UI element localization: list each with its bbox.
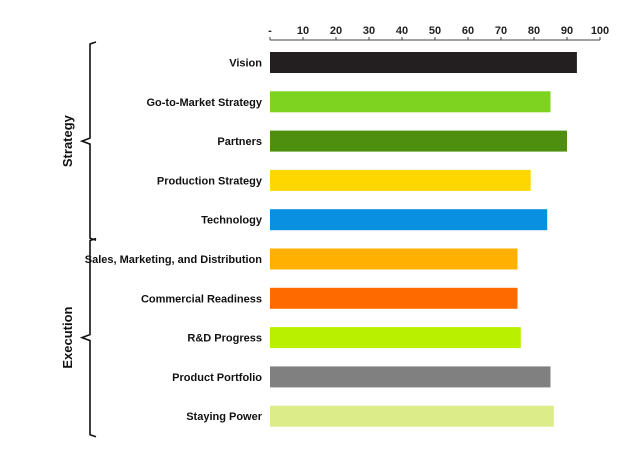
- x-tick-label: 30: [363, 25, 375, 37]
- bar: [270, 130, 567, 152]
- category-labels: Vision Go-to-Market Strategy Partners Produ…: [85, 58, 263, 424]
- x-tick-label: 60: [462, 25, 474, 37]
- category-label: Product Portfolio: [172, 372, 262, 384]
- category-label: Technology: [201, 215, 263, 227]
- bar: [270, 169, 531, 191]
- bar: [270, 405, 554, 427]
- x-tick-label: 70: [495, 25, 507, 37]
- category-label: Commercial Readiness: [141, 293, 262, 305]
- category-label: Vision: [229, 58, 262, 70]
- bar: [270, 248, 518, 270]
- x-tick-label: 90: [561, 25, 573, 37]
- bar: [270, 287, 518, 309]
- category-label: Production Strategy: [157, 175, 263, 187]
- group-label: Execution: [60, 306, 75, 368]
- bar: [270, 366, 551, 388]
- x-tick-label: 20: [330, 25, 342, 37]
- bar: [270, 209, 548, 231]
- category-label: Partners: [217, 136, 262, 148]
- x-tick-label: 40: [396, 25, 408, 37]
- group-brackets: Strategy Execution: [60, 41, 97, 438]
- bar: [270, 327, 521, 349]
- x-tick-label: 100: [591, 25, 609, 37]
- x-tick-label: -: [268, 25, 272, 37]
- category-label: Sales, Marketing, and Distribution: [85, 254, 263, 266]
- group-bracket: [79, 41, 97, 241]
- x-tick-label: 80: [528, 25, 540, 37]
- bar-series: [270, 52, 577, 427]
- x-tick-label: 10: [297, 25, 309, 37]
- category-label: Staying Power: [186, 411, 263, 423]
- x-axis: - 10 20 30 40 50 60 70 80 90 100: [268, 25, 609, 41]
- group-label: Strategy: [60, 114, 75, 167]
- bar: [270, 52, 577, 73]
- x-tick-label: 50: [429, 25, 441, 37]
- group-bracket: [79, 237, 97, 438]
- category-label: Go-to-Market Strategy: [146, 97, 262, 109]
- category-label: R&D Progress: [187, 333, 262, 345]
- bar: [270, 91, 551, 113]
